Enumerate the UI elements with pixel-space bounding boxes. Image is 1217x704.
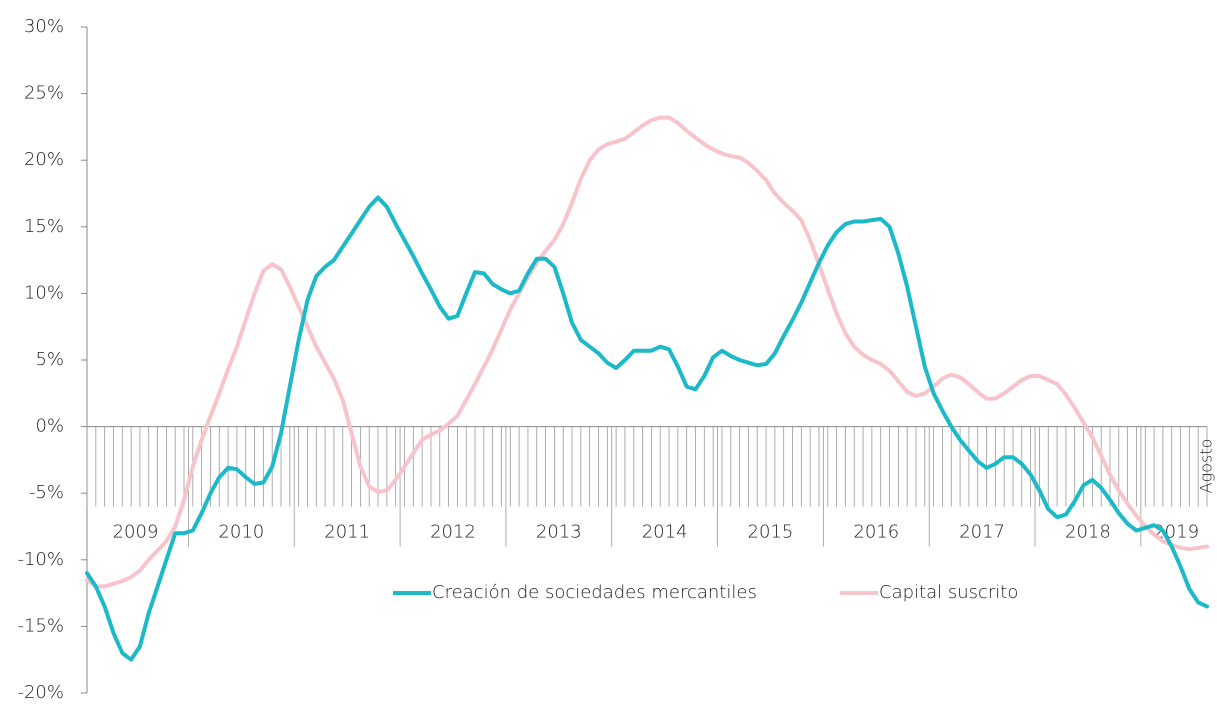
- x-tick-label: Agosto: [1197, 439, 1216, 494]
- y-tick-label: 0%: [35, 416, 64, 437]
- series-line: [85, 195, 1209, 662]
- y-tick-label: 15%: [24, 216, 64, 237]
- year-label: 2009: [113, 522, 159, 543]
- y-tick-label: 30%: [24, 16, 64, 37]
- y-tick-label: -10%: [17, 549, 64, 570]
- y-tick-label: 20%: [24, 149, 64, 170]
- year-label: 2018: [1065, 522, 1111, 543]
- series-line: [85, 115, 1209, 589]
- y-tick-label: -5%: [29, 482, 64, 503]
- year-label: 2011: [324, 522, 370, 543]
- y-tick-label: 10%: [24, 282, 64, 303]
- year-label: 2015: [748, 522, 794, 543]
- y-tick-label: 25%: [24, 83, 64, 104]
- year-label: 2010: [218, 522, 264, 543]
- year-label: 2012: [430, 522, 476, 543]
- y-tick-label: -20%: [17, 682, 64, 703]
- y-tick-label: 5%: [35, 349, 64, 370]
- year-label: 2014: [642, 522, 688, 543]
- legend-label: Capital suscrito: [879, 582, 1018, 603]
- y-tick-label: -15%: [17, 615, 64, 636]
- year-label: 2017: [959, 522, 1005, 543]
- year-label: 2016: [853, 522, 899, 543]
- legend-label: Creación de sociedades mercantiles: [432, 582, 757, 603]
- year-label: 2013: [536, 522, 582, 543]
